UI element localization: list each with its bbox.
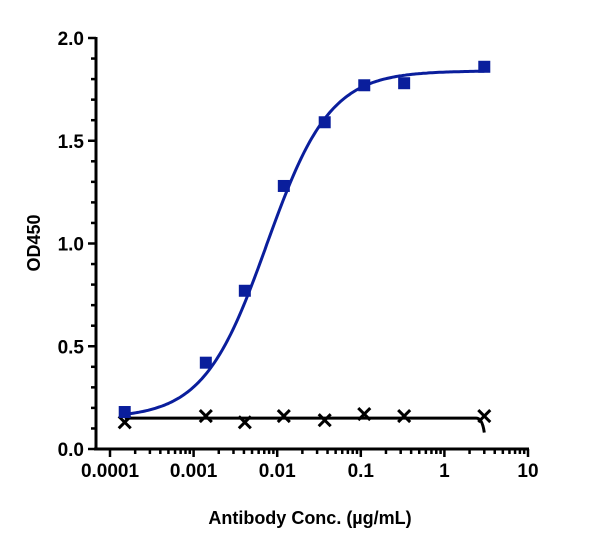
antibody-fit-curve (124, 69, 485, 416)
antibody-point (199, 356, 212, 369)
control-point (397, 409, 412, 424)
x-tick-label: 10 (517, 461, 538, 482)
antibody-point (118, 406, 131, 419)
antibody-point (238, 284, 251, 297)
plot-series (117, 60, 492, 433)
antibody-point (277, 179, 290, 192)
y-tick-label: 0.0 (58, 440, 84, 461)
axes: 0.0 0.5 1.0 1.5 2.0 0.0001 0.001 0.01 0.1 1 10 (58, 29, 539, 482)
control-point (198, 409, 213, 424)
antibody-point (318, 116, 331, 129)
x-tick-label: 0.1 (348, 461, 375, 482)
y-tick-label: 1.5 (58, 132, 85, 153)
control-point (357, 407, 372, 422)
x-axis-title: Antibody Conc. (µg/mL) (208, 508, 411, 528)
y-axis-title: OD450 (24, 214, 44, 271)
control-fit-line (124, 416, 486, 433)
antibody-point (358, 79, 371, 92)
control-point (317, 413, 332, 428)
control-point (477, 409, 492, 424)
x-tick-label: 1 (439, 461, 450, 482)
control-point (117, 415, 132, 430)
antibody-point (478, 60, 491, 73)
y-tick-label: 1.0 (58, 235, 84, 256)
control-point (276, 409, 291, 424)
x-tick-label: 0.01 (259, 461, 296, 482)
antibody-point (398, 77, 411, 90)
y-tick-label: 2.0 (58, 29, 84, 50)
y-tick-label: 0.5 (58, 337, 85, 358)
x-tick-label: 0.001 (170, 461, 218, 482)
x-tick-label: 0.0001 (81, 461, 140, 482)
control-point (237, 415, 252, 430)
